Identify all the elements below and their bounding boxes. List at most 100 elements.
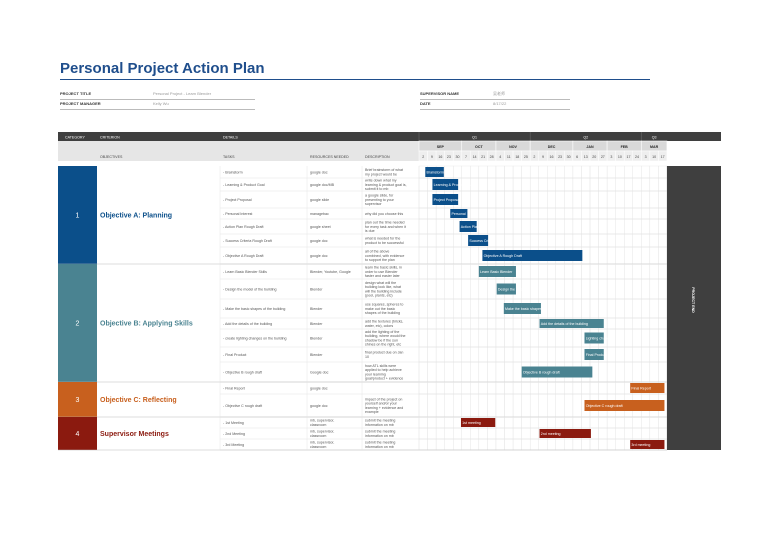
month-label: MAR xyxy=(650,145,659,149)
gantt-cell xyxy=(547,416,556,429)
date-value[interactable]: 8/17/22 xyxy=(493,101,507,106)
gantt-cell xyxy=(504,346,514,363)
description-text: a google slide, for xyxy=(365,194,394,198)
gantt-cell xyxy=(538,393,548,418)
gantt-cell xyxy=(512,317,522,330)
gantt-bar[interactable] xyxy=(503,303,541,314)
gantt-cell xyxy=(478,278,488,300)
gantt-cell xyxy=(547,233,556,248)
gantt-bar-label: Objective A Rough Draft xyxy=(484,254,522,258)
description-text: shadow be if the sun xyxy=(365,338,398,342)
gantt-cell xyxy=(564,298,574,319)
gantt-cell xyxy=(504,190,514,209)
description-text: write down what my xyxy=(365,179,397,183)
gantt-bar[interactable] xyxy=(482,250,583,261)
gantt-cell xyxy=(572,278,582,300)
description-text: submit it to mb xyxy=(365,187,388,191)
gantt-cell xyxy=(606,233,616,248)
gantt-cell xyxy=(564,177,574,192)
gantt-cell xyxy=(504,317,514,330)
gantt-bar[interactable] xyxy=(432,179,459,190)
gantt-cell xyxy=(504,416,514,429)
week-label: 21 xyxy=(481,155,485,159)
gantt-cell xyxy=(444,278,454,300)
gantt-cell xyxy=(538,278,548,300)
gantt-cell xyxy=(589,177,599,192)
gantt-cell xyxy=(547,207,556,220)
task-label: - Objective A Rough Draft xyxy=(223,254,264,258)
gantt-cell xyxy=(427,317,437,330)
gantt-cell xyxy=(427,381,437,395)
gantt-cell xyxy=(444,393,454,418)
objectives-header: OBJECTIVES xyxy=(100,155,123,159)
gantt-bar[interactable] xyxy=(425,167,444,177)
supervisor-value[interactable]: 吴老师 xyxy=(493,91,505,96)
gantt-cell xyxy=(632,165,642,179)
gantt-cell xyxy=(529,393,539,418)
gantt-bar[interactable] xyxy=(496,283,516,295)
gantt-cell xyxy=(453,233,462,248)
gantt-cell xyxy=(444,263,454,280)
gantt-cell xyxy=(521,393,531,418)
gantt-bar[interactable] xyxy=(584,332,604,344)
gantt-cell xyxy=(598,190,608,209)
gantt-bar[interactable] xyxy=(630,440,665,449)
gantt-cell xyxy=(504,438,514,451)
gantt-cell xyxy=(581,381,591,395)
week-label: 10 xyxy=(618,155,622,159)
gantt-cell xyxy=(435,298,445,319)
gantt-bar-label: 2nd meeting xyxy=(541,432,561,436)
gantt-cell xyxy=(624,416,633,429)
project-title-value[interactable]: Personal Project - Learn Blender xyxy=(153,91,212,96)
gantt-bar[interactable] xyxy=(630,383,665,393)
gantt-bar[interactable] xyxy=(521,366,593,378)
gantt-cell xyxy=(581,165,591,179)
category-number: 1 xyxy=(76,213,80,220)
gantt-bar[interactable] xyxy=(584,349,604,360)
gantt-cell xyxy=(606,381,616,395)
project-end-label: PROJECT END xyxy=(691,287,695,313)
gantt-cell xyxy=(444,218,454,235)
gantt-bar-label: Add the details of the building xyxy=(541,322,588,326)
gantt-cell xyxy=(427,416,437,429)
gantt-cell xyxy=(478,393,488,418)
gantt-cell xyxy=(470,298,480,319)
gantt-bar-label: Final Report xyxy=(631,386,651,390)
gantt-cell xyxy=(624,361,633,383)
gantt-cell xyxy=(649,218,659,235)
gantt-bar[interactable] xyxy=(468,235,489,246)
gantt-cell xyxy=(649,207,659,220)
gantt-bar[interactable] xyxy=(460,418,496,427)
gantt-cell xyxy=(572,346,582,363)
gantt-bar-label: Make the basic shapes xyxy=(505,307,542,311)
gantt-bar[interactable] xyxy=(478,266,516,277)
week-label: 9 xyxy=(542,155,544,159)
gantt-cell xyxy=(512,346,522,363)
description-text: what is needed for the xyxy=(365,237,400,241)
gantt-cell xyxy=(598,218,608,235)
gantt-bar[interactable] xyxy=(539,429,591,438)
category-cell xyxy=(58,382,97,417)
gantt-cell xyxy=(581,218,591,235)
gantt-bar[interactable] xyxy=(459,221,477,232)
description-text: water, etc), colors xyxy=(365,324,393,328)
gantt-cell xyxy=(495,233,505,248)
gantt-cell xyxy=(453,427,462,440)
gantt-bar[interactable] xyxy=(450,209,468,218)
subheader-band xyxy=(58,141,419,161)
gantt-cell xyxy=(581,246,591,265)
gantt-cell xyxy=(658,317,668,330)
gantt-cell xyxy=(529,177,539,192)
project-manager-value[interactable]: Kelly Wu xyxy=(153,101,169,106)
description-text: for every task and when it xyxy=(365,225,406,229)
gantt-cell xyxy=(444,317,454,330)
gantt-cell xyxy=(461,438,471,451)
gantt-bar[interactable] xyxy=(584,400,665,411)
gantt-cell xyxy=(418,346,428,363)
objective-title: Objective B: Applying Skills xyxy=(100,321,193,328)
gantt-cell xyxy=(504,427,514,440)
gantt-bar[interactable] xyxy=(539,319,604,328)
gantt-cell xyxy=(632,177,642,192)
gantt-bar[interactable] xyxy=(432,194,459,205)
description-text: plan out the time needed xyxy=(365,221,405,225)
